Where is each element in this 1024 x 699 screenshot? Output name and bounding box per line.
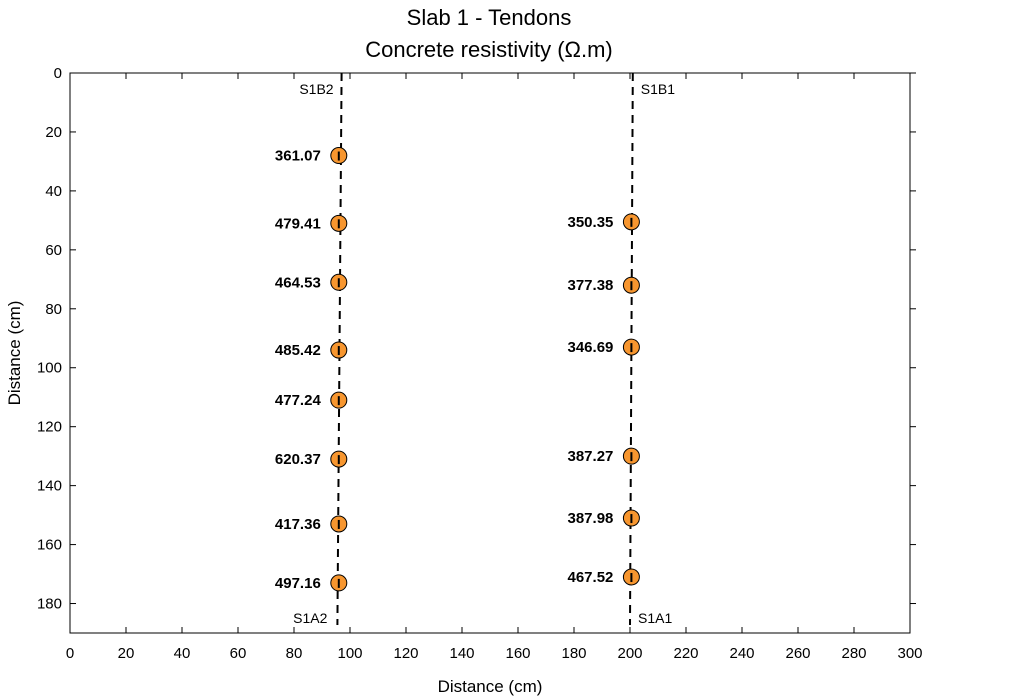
x-tick-label: 160 [505,645,530,662]
x-tick-label: 200 [617,645,642,662]
y-tick-label: 80 [45,301,62,318]
resistivity-value-label: 350.35 [568,214,614,231]
x-tick-label: 40 [174,645,191,662]
y-tick-label: 40 [45,183,62,200]
tendon-top-label: S1B1 [641,81,675,97]
x-tick-label: 120 [393,645,418,662]
tendon-bottom-label: S1A2 [293,610,327,626]
y-tick-label: 140 [37,478,62,495]
chart-title: Slab 1 - Tendons [407,5,572,30]
x-tick-label: 180 [561,645,586,662]
tendon-top-label: S1B2 [299,81,333,97]
x-tick-label: 100 [337,645,362,662]
y-tick-label: 0 [54,65,62,82]
data-points: 361.07 479.41 464.53 485.42 477.24 620.37 417.… [275,147,640,592]
y-tick-label: 100 [37,360,62,377]
y-axis-title: Distance (cm) [5,301,24,406]
resistivity-value-label: 620.37 [275,451,321,468]
tendon-bottom-label: S1A1 [638,610,672,626]
x-tick-label: 240 [729,645,754,662]
x-tick-label: 0 [66,645,74,662]
x-tick-label: 220 [673,645,698,662]
resistivity-value-label: 361.07 [275,148,321,165]
resistivity-value-label: 417.36 [275,516,321,533]
chart-subtitle: Concrete resistivity (Ω.m) [365,37,612,62]
y-axis: 0 20 40 60 80 100 120 140 160 180 [37,65,916,613]
plot-area [69,72,911,634]
x-tick-label: 300 [897,645,922,662]
x-tick-label: 20 [118,645,135,662]
x-tick-label: 60 [230,645,247,662]
x-tick-label: 80 [286,645,303,662]
x-tick-label: 260 [785,645,810,662]
resistivity-value-label: 346.69 [568,339,614,356]
resistivity-value-label: 387.98 [568,510,614,527]
x-axis: 0 20 40 60 80 100 120 140 160 180 200 220 240 260 280 3… [66,73,923,662]
y-tick-label: 180 [37,596,62,613]
resistivity-value-label: 467.52 [568,569,614,586]
resistivity-value-label: 485.42 [275,342,321,359]
resistivity-value-label: 387.27 [568,448,614,465]
y-tick-label: 160 [37,537,62,554]
y-tick-label: 20 [45,124,62,141]
resistivity-value-label: 497.16 [275,575,321,592]
x-tick-label: 280 [841,645,866,662]
y-tick-label: 120 [37,419,62,436]
y-tick-label: 60 [45,242,62,259]
x-tick-label: 140 [449,645,474,662]
reference-lines: S1B2 S1A2 S1B1 S1A1 [293,72,675,626]
resistivity-value-label: 477.24 [275,392,322,409]
resistivity-value-label: 377.38 [568,277,614,294]
resistivity-value-label: 464.53 [275,274,321,291]
x-axis-title: Distance (cm) [438,677,543,696]
resistivity-value-label: 479.41 [275,215,321,232]
